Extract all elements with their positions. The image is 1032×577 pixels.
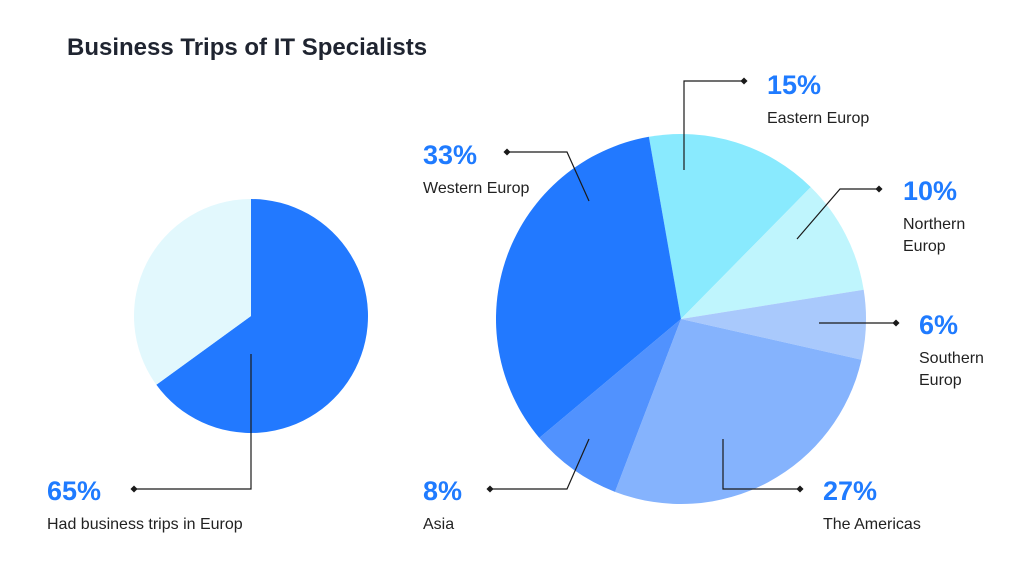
pie-slice-asia <box>539 319 681 492</box>
pct-label-asia: 8% <box>423 476 463 506</box>
leader-line-americas <box>722 439 800 490</box>
pct-label-western-europ: 33% <box>423 140 478 170</box>
pct-label-northern-europ: 10% <box>903 176 958 206</box>
pie-slice-western-europ <box>495 136 681 438</box>
label-northern-europ: Northern Europ <box>903 216 966 255</box>
chart-title: Business Trips of IT Specialists <box>67 34 428 61</box>
label-americas: The Americas <box>823 516 921 533</box>
pct-label-europe-trips: 65% <box>47 476 102 506</box>
leader-line-western-europ <box>507 151 590 202</box>
leader-line-asia <box>490 438 590 490</box>
leader-marker-americas <box>796 485 804 493</box>
pct-label-eastern-europ: 15% <box>767 70 822 100</box>
pie-slice-had-business-trips-in-europ <box>156 199 368 434</box>
leader-lines <box>130 77 900 493</box>
leader-marker-europe-trips <box>130 485 138 493</box>
pie-slice-remainder <box>134 199 251 385</box>
leader-marker-southern-europ <box>892 319 900 327</box>
leader-marker-asia <box>486 485 494 493</box>
leader-marker-eastern-europ <box>740 77 748 85</box>
label-asia: Asia <box>423 516 455 533</box>
leader-line-eastern-europ <box>683 80 744 170</box>
pie-destinations <box>495 133 867 504</box>
pct-label-americas: 27% <box>823 476 878 506</box>
pie-slice-eastern-europ <box>648 133 811 319</box>
label-eastern-europ: Eastern Europ <box>767 110 870 127</box>
pie-slice-southern-europ <box>681 289 867 360</box>
pie-europe-share <box>134 199 368 434</box>
pie-slice-northern-europ <box>681 187 864 319</box>
pct-label-southern-europ: 6% <box>919 310 959 340</box>
leader-line-europe-trips <box>134 354 252 490</box>
label-europe-trips: Had business trips in Europ <box>47 516 243 533</box>
pie-slice-the-americas <box>614 319 862 504</box>
label-western-europ: Western Europ <box>423 180 530 197</box>
leader-marker-western-europ <box>503 148 511 156</box>
leader-line-northern-europ <box>796 188 879 240</box>
leader-marker-northern-europ <box>875 185 883 193</box>
label-southern-europ: Southern Europ <box>919 350 984 389</box>
